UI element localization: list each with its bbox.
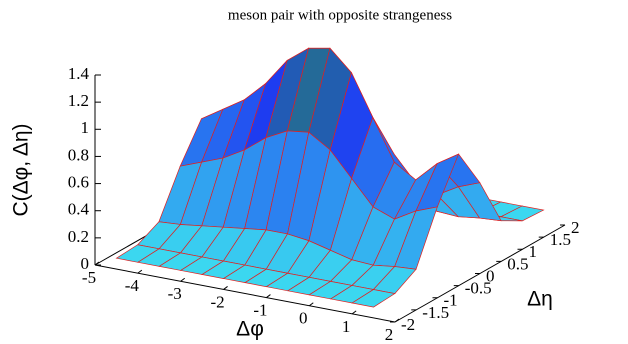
x-tick-label: 2 [385, 325, 394, 344]
z-tick-label: 0.8 [68, 145, 89, 164]
y-tick-label: -0.5 [465, 279, 492, 298]
z-tick-label: 0 [81, 254, 90, 273]
z-axis-label: C(Δφ, Δη) [10, 123, 33, 216]
chart-title: meson pair with opposite strangeness [228, 7, 452, 23]
x-tick-label: -4 [125, 276, 140, 295]
y-tick-label: 0 [486, 266, 495, 285]
tick-mark [266, 294, 271, 298]
x-tick-label: 1 [342, 317, 351, 336]
z-tick-label: 0.2 [68, 227, 89, 246]
tick-mark [94, 261, 100, 266]
x-axis-label: Δφ [236, 318, 264, 341]
x-tick-label: 0 [299, 309, 308, 328]
tick-mark [180, 277, 186, 282]
y-tick-label: 1 [529, 242, 538, 261]
surface-patch [351, 289, 396, 308]
y-tick-label: -1.5 [422, 303, 449, 322]
x-tick-label: -5 [82, 268, 96, 287]
x-tick-label: -1 [253, 300, 267, 319]
tick-mark [308, 302, 314, 307]
y-tick-label: 2 [571, 218, 580, 237]
z-tick-label: 1.2 [68, 91, 89, 110]
z-tick-label: 0.4 [68, 200, 90, 219]
tick-mark [137, 269, 143, 274]
y-axis-label: Δη [527, 288, 553, 311]
x-tick-label: -2 [210, 292, 224, 311]
z-tick-label: 1.4 [68, 64, 90, 83]
y-tick-label: 1.5 [550, 230, 571, 249]
tick-mark [394, 318, 400, 323]
tick-mark [223, 286, 228, 290]
z-tick-label: 1 [81, 118, 90, 137]
y-tick-label: 0.5 [507, 254, 528, 273]
z-tick-label: 0.6 [68, 172, 89, 191]
x-tick-label: -3 [168, 284, 182, 303]
y-tick-label: -2 [401, 315, 415, 334]
tick-mark [351, 310, 357, 315]
y-tick-label: -1 [444, 291, 458, 310]
axis-line [94, 264, 396, 323]
